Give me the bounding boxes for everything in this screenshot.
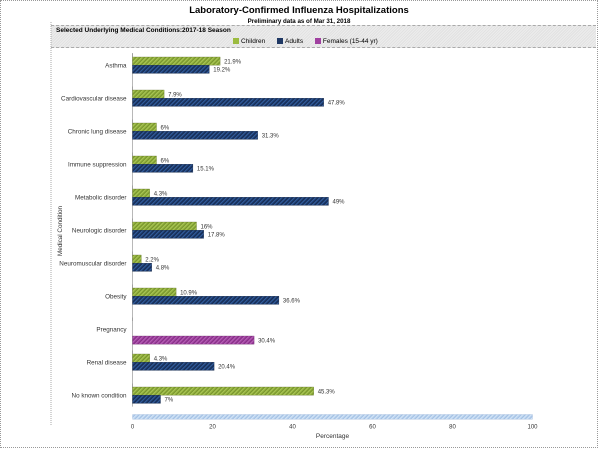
svg-text:Neuromuscular disorder: Neuromuscular disorder (59, 260, 126, 267)
svg-text:17.8%: 17.8% (208, 233, 226, 239)
svg-text:Obesity: Obesity (105, 293, 127, 300)
svg-text:Metabolic disorder: Metabolic disorder (75, 194, 126, 201)
svg-text:30.4%: 30.4% (258, 338, 276, 344)
svg-text:10.9%: 10.9% (180, 290, 198, 296)
svg-text:49%: 49% (333, 200, 346, 206)
svg-text:20.4%: 20.4% (218, 365, 236, 371)
svg-text:36.6%: 36.6% (283, 299, 301, 305)
svg-text:4.8%: 4.8% (156, 266, 170, 272)
svg-text:0: 0 (131, 425, 135, 431)
svg-text:60: 60 (369, 425, 376, 431)
svg-text:40: 40 (289, 425, 296, 431)
svg-text:20: 20 (209, 425, 216, 431)
svg-text:31.3%: 31.3% (262, 134, 280, 140)
svg-text:4.3%: 4.3% (154, 191, 168, 197)
svg-text:Neurologic disorder: Neurologic disorder (72, 227, 127, 234)
svg-text:19.2%: 19.2% (213, 68, 231, 74)
svg-text:80: 80 (449, 425, 456, 431)
svg-text:15.1%: 15.1% (197, 167, 215, 173)
svg-text:21.9%: 21.9% (224, 59, 242, 65)
svg-text:4.3%: 4.3% (154, 356, 168, 362)
svg-text:2.2%: 2.2% (145, 257, 159, 263)
svg-text:16%: 16% (201, 224, 214, 230)
svg-text:Asthma: Asthma (105, 62, 127, 69)
svg-text:Pregnancy: Pregnancy (96, 326, 127, 333)
svg-text:7.9%: 7.9% (168, 92, 182, 98)
svg-text:Renal disease: Renal disease (87, 359, 127, 366)
svg-text:No known condition: No known condition (72, 392, 127, 399)
svg-text:7%: 7% (165, 398, 174, 404)
svg-text:Percentage: Percentage (316, 433, 350, 440)
svg-text:Cardiovascular disease: Cardiovascular disease (61, 95, 127, 102)
svg-text:Chronic lung disease: Chronic lung disease (68, 128, 127, 135)
svg-text:100: 100 (527, 425, 538, 431)
svg-text:6%: 6% (161, 158, 170, 164)
svg-text:Medical Condition: Medical Condition (57, 205, 64, 256)
svg-text:45.3%: 45.3% (318, 389, 336, 395)
svg-text:6%: 6% (161, 125, 170, 131)
svg-text:Immune suppression: Immune suppression (68, 161, 127, 168)
svg-text:47.8%: 47.8% (328, 101, 346, 107)
